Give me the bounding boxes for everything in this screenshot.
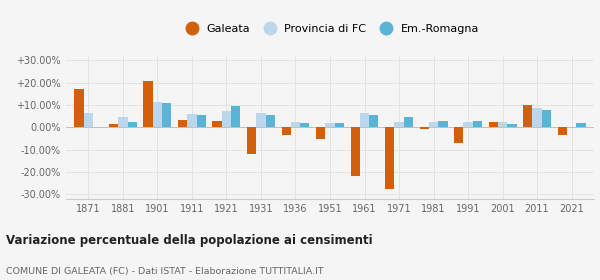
Bar xyxy=(532,108,542,127)
Bar xyxy=(463,122,473,127)
Bar xyxy=(212,121,222,127)
Bar xyxy=(256,113,266,127)
Bar xyxy=(454,127,463,143)
Bar xyxy=(360,113,369,127)
Bar xyxy=(369,115,379,127)
Bar xyxy=(498,122,507,127)
Bar xyxy=(84,113,93,127)
Bar xyxy=(300,123,310,127)
Bar xyxy=(335,123,344,127)
Bar xyxy=(178,120,187,127)
Bar xyxy=(404,117,413,127)
Bar xyxy=(187,114,197,127)
Bar xyxy=(350,127,360,176)
Bar xyxy=(197,115,206,127)
Bar xyxy=(162,103,172,127)
Bar xyxy=(507,124,517,127)
Bar xyxy=(74,90,84,127)
Bar xyxy=(153,102,162,127)
Bar xyxy=(473,121,482,127)
Legend: Galeata, Provincia di FC, Em.-Romagna: Galeata, Provincia di FC, Em.-Romagna xyxy=(179,22,481,36)
Bar xyxy=(385,127,394,189)
Bar xyxy=(394,122,404,127)
Bar xyxy=(143,81,153,127)
Bar xyxy=(542,109,551,127)
Bar xyxy=(419,127,429,129)
Bar xyxy=(325,123,335,127)
Bar xyxy=(316,127,325,139)
Bar xyxy=(109,124,118,127)
Bar xyxy=(118,117,128,127)
Bar xyxy=(523,105,532,127)
Bar xyxy=(231,106,241,127)
Bar xyxy=(429,122,438,127)
Bar xyxy=(438,121,448,127)
Bar xyxy=(266,115,275,127)
Bar xyxy=(291,122,300,127)
Bar xyxy=(247,127,256,154)
Text: COMUNE DI GALEATA (FC) - Dati ISTAT - Elaborazione TUTTITALIA.IT: COMUNE DI GALEATA (FC) - Dati ISTAT - El… xyxy=(6,267,323,276)
Bar xyxy=(222,111,231,127)
Bar xyxy=(576,123,586,127)
Bar xyxy=(488,122,498,127)
Bar xyxy=(557,127,567,135)
Bar xyxy=(281,127,291,135)
Text: Variazione percentuale della popolazione ai censimenti: Variazione percentuale della popolazione… xyxy=(6,234,373,247)
Bar xyxy=(128,122,137,127)
